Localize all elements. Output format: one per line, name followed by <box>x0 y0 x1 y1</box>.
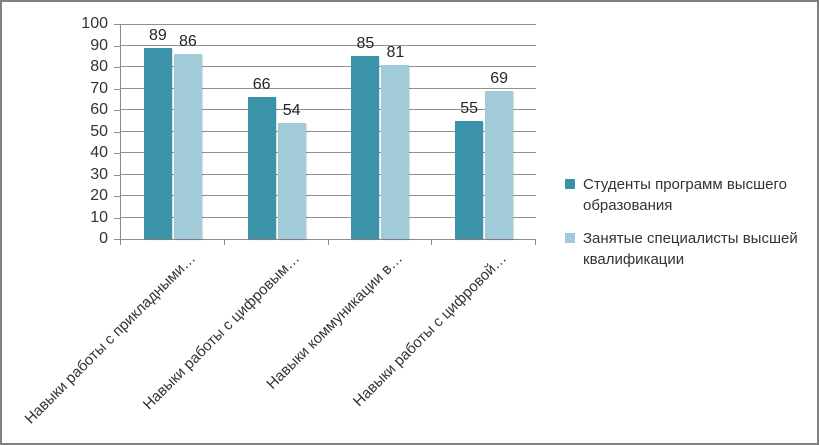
bar-value-label: 86 <box>178 33 197 51</box>
y-axis-label: 20 <box>90 187 108 204</box>
category-label: Навыки работы с прикладными… <box>21 250 199 428</box>
y-axis-label: 10 <box>90 208 108 226</box>
y-axis-tick <box>114 131 120 133</box>
x-axis-tick <box>120 240 121 245</box>
bar-students <box>351 56 380 239</box>
y-axis-tick <box>114 196 120 197</box>
legend-item-specialists: Занятые специалисты высшей квалификации <box>565 228 813 270</box>
bar-value-label: 66 <box>252 76 271 94</box>
x-axis-tick <box>224 240 225 245</box>
y-axis-tick <box>114 239 120 240</box>
gridline <box>121 130 536 132</box>
gridline <box>121 109 536 110</box>
y-axis-label: 0 <box>99 230 108 247</box>
bar-value-label: 69 <box>490 69 509 87</box>
bar-specialists <box>485 90 514 239</box>
x-axis-tick <box>328 240 329 245</box>
x-axis-tick <box>535 240 536 245</box>
bar-students <box>247 97 276 239</box>
legend-item-students: Студенты программ высшего образования <box>565 174 813 216</box>
gridline <box>121 24 536 25</box>
bar-value-label: 54 <box>282 101 301 119</box>
bar-students <box>143 47 172 239</box>
gridline <box>121 173 536 175</box>
bar-specialists <box>381 64 410 239</box>
gridline <box>121 195 536 196</box>
y-axis-label: 60 <box>90 101 108 118</box>
legend-label-students: Студенты программ высшего образования <box>583 176 787 214</box>
gridline <box>121 66 536 67</box>
y-axis-tick <box>114 110 120 111</box>
y-axis-label: 80 <box>90 58 108 75</box>
gridline <box>121 216 536 218</box>
y-axis-tick <box>114 217 120 219</box>
bar-value-label: 81 <box>386 43 405 61</box>
gridline <box>121 152 536 153</box>
y-axis-tick <box>114 153 120 154</box>
y-axis-tick <box>114 174 120 176</box>
y-axis-tick <box>114 45 120 47</box>
x-axis-tick <box>431 240 432 245</box>
plot-area: 89 66 85 55 86 54 81 69 <box>120 24 536 240</box>
y-axis-label: 100 <box>81 15 108 32</box>
y-axis-label: 50 <box>90 122 108 140</box>
bar-value-label: 85 <box>356 35 375 53</box>
legend-swatch-students <box>565 179 575 189</box>
y-axis-tick <box>114 67 120 68</box>
legend-swatch-specialists <box>565 233 575 243</box>
y-axis-tick <box>114 88 120 90</box>
y-axis-label: 70 <box>90 79 108 97</box>
gridline <box>121 87 536 89</box>
bar-value-label: 89 <box>148 26 167 44</box>
bar-value-label: 55 <box>460 99 479 117</box>
y-axis-label: 40 <box>90 144 108 161</box>
y-axis-label: 30 <box>90 165 108 183</box>
bar-specialists <box>277 122 306 239</box>
bar-specialists <box>173 54 202 239</box>
y-axis-label: 90 <box>90 36 108 54</box>
gridline <box>121 44 536 46</box>
legend-label-specialists: Занятые специалисты высшей квалификации <box>583 230 798 268</box>
chart-legend: Студенты программ высшего образования За… <box>565 174 813 270</box>
bar-students <box>455 120 484 239</box>
y-axis-tick <box>114 24 120 25</box>
